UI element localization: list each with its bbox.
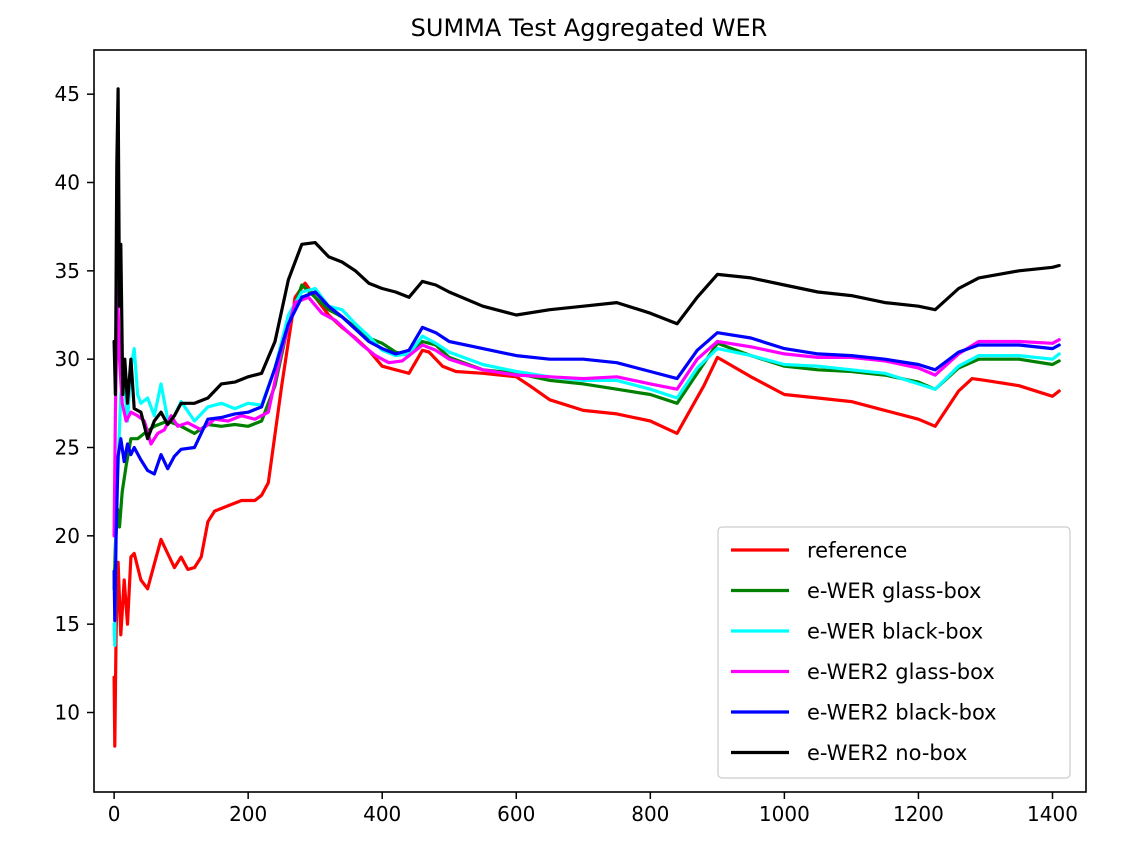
x-tick-label: 1200 bbox=[893, 802, 944, 826]
chart-title: SUMMA Test Aggregated WER bbox=[411, 14, 768, 42]
series-line-2 bbox=[112, 286, 1061, 647]
x-tick-label: 0 bbox=[108, 802, 121, 826]
x-tick-label: 200 bbox=[229, 802, 267, 826]
series-line-3 bbox=[112, 286, 1061, 538]
y-axis: 10 15 20 25 30 35 40 45 bbox=[55, 82, 94, 725]
y-tick-label: 15 bbox=[55, 612, 80, 636]
legend-label: reference bbox=[807, 539, 907, 563]
y-tick-label: 20 bbox=[55, 524, 80, 548]
legend: reference e-WER glass-box e-WER black-box e… bbox=[717, 526, 1071, 779]
legend-label: e-WER black-box bbox=[807, 620, 983, 644]
legend-label: e-WER2 black-box bbox=[807, 701, 997, 725]
legend-label: e-WER2 glass-box bbox=[807, 660, 995, 684]
y-tick-label: 25 bbox=[55, 436, 80, 460]
y-tick-label: 10 bbox=[55, 701, 80, 725]
series-line-4 bbox=[112, 290, 1061, 623]
legend-entries: reference e-WER glass-box e-WER black-box e… bbox=[731, 539, 997, 765]
legend-frame bbox=[717, 526, 1071, 779]
y-tick-label: 35 bbox=[55, 259, 80, 283]
y-tick-label: 45 bbox=[55, 82, 80, 106]
y-tick-label: 30 bbox=[55, 347, 80, 371]
y-tick-label: 40 bbox=[55, 171, 80, 195]
legend-label: e-WER2 no-box bbox=[807, 741, 967, 765]
plot-frame bbox=[93, 49, 1087, 793]
x-axis: 0 200 400 600 800 1000 1200 1400 bbox=[108, 792, 1078, 826]
series-line-5 bbox=[112, 87, 1061, 441]
x-tick-label: 800 bbox=[631, 802, 669, 826]
x-tick-label: 400 bbox=[363, 802, 401, 826]
series-group bbox=[112, 87, 1061, 748]
x-tick-label: 1400 bbox=[1027, 802, 1078, 826]
x-tick-label: 1000 bbox=[759, 802, 810, 826]
legend-label: e-WER glass-box bbox=[807, 579, 981, 603]
x-tick-label: 600 bbox=[497, 802, 535, 826]
